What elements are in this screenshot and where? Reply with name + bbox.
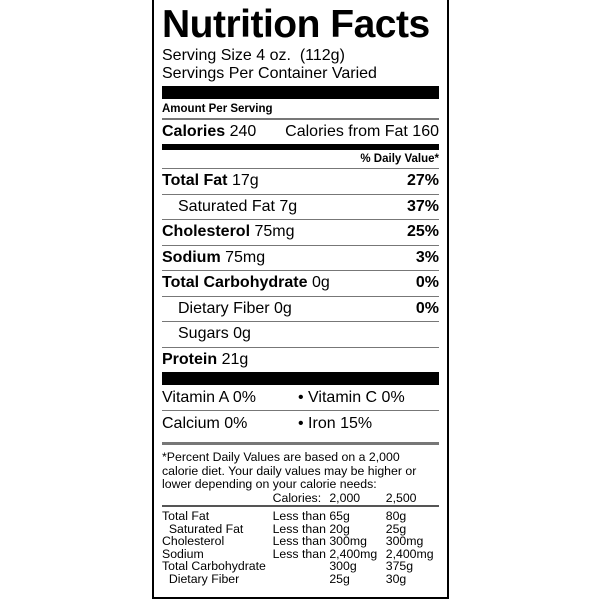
nutrient-row: Dietary Fiber 0g 0%	[162, 297, 439, 322]
thick-divider	[162, 86, 439, 99]
reference-cell: Less than	[272, 509, 326, 523]
reference-cell	[273, 560, 330, 573]
reference-cell: 375g	[385, 559, 414, 573]
nutrient-label: Protein	[162, 351, 218, 369]
nutrient-row: Sugars 0g	[162, 322, 439, 348]
nutrient-amount: 75mg	[254, 223, 295, 241]
vitamin-row: Calcium 0% • Iron 15%	[162, 411, 439, 437]
reference-cell: Less than	[272, 521, 326, 536]
nutrient-label: Sugars	[178, 325, 229, 343]
reference-cell: 80g	[385, 509, 407, 523]
reference-row: Total Carbohydrate 300g 375g	[162, 560, 439, 573]
reference-cell: Less than	[272, 534, 326, 548]
amount-per-serving: Amount Per Serving	[162, 99, 439, 120]
reference-cell	[162, 491, 273, 507]
nutrient-dv: 27%	[406, 172, 439, 190]
vitamin-list: Vitamin A 0% • Vitamin C 0% Calcium 0% • Ir…	[162, 385, 439, 437]
nutrient-label: Saturated Fat	[178, 197, 275, 215]
reference-cell: 2,000	[329, 491, 386, 507]
calories-from-fat: Calories from Fat 160	[285, 123, 439, 140]
nutrient-dv: 0%	[415, 274, 439, 292]
vitamin-item: Vitamin A 0%	[162, 388, 256, 406]
nutrient-dv: 0%	[415, 299, 439, 317]
nutrient-amount: 7g	[279, 197, 298, 215]
servings-per-container: Servings Per Container Varied	[162, 65, 377, 82]
nutrient-row: Saturated Fat 7g 37%	[162, 195, 439, 220]
vitamin-item: Calcium 0%	[162, 415, 248, 432]
reference-row: Cholesterol Less than 300mg 300mg	[162, 535, 439, 548]
thick-divider	[162, 372, 439, 385]
nutrient-label: Total Carbohydrate	[162, 274, 308, 292]
serving-size: Serving Size 4 oz. (112g)	[162, 47, 345, 64]
nutrient-amount: 0g	[274, 299, 292, 317]
vitamin-row: Vitamin A 0% • Vitamin C 0%	[162, 385, 439, 411]
reference-cell: 65g	[329, 509, 350, 523]
nutrient-label: Sodium	[162, 248, 221, 266]
reference-cell	[273, 573, 330, 586]
nutrient-list: Total Fat 17g 27% Saturated Fat 7g 37% Chole…	[162, 169, 439, 373]
nutrient-row: Cholesterol 75mg 25%	[162, 220, 439, 246]
nutrient-amount: 75mg	[225, 248, 266, 266]
medium-divider	[162, 144, 439, 150]
reference-cell: Total Fat	[162, 509, 210, 523]
nutrient-amount: 0g	[311, 274, 330, 292]
reference-cell: Total Carbohydrate	[162, 559, 266, 573]
label-title: Nutrition Facts	[162, 3, 430, 46]
reference-cell: 25g	[329, 571, 350, 586]
reference-cell: 300mg	[385, 534, 424, 548]
reference-cell: 300mg	[329, 534, 367, 548]
nutrient-label: Cholesterol	[162, 223, 251, 241]
nutrient-dv: 37%	[406, 197, 439, 215]
daily-value-header: % Daily Value*	[162, 150, 439, 169]
nutrient-row: Total Carbohydrate 0g 0%	[162, 271, 439, 297]
reference-header: Calories: 2,000 2,500	[162, 491, 439, 507]
reference-row: Saturated Fat Less than 20g 25g	[162, 521, 439, 536]
nutrient-row: Protein 21g	[162, 348, 439, 374]
nutrient-dv: 25%	[406, 223, 439, 241]
reference-cell: Sodium	[162, 546, 204, 561]
nutrient-label: Total Fat	[162, 172, 228, 190]
reference-cell: 30g	[385, 571, 407, 586]
reference-cell: 2,500	[385, 491, 439, 507]
reference-cell: 300g	[329, 559, 357, 573]
nutrition-facts-label: Nutrition Facts Serving Size 4 oz. (112g…	[152, 0, 449, 599]
nutrient-amount: 0g	[233, 325, 251, 343]
reference-row: Total Fat Less than 65g 80g	[162, 506, 439, 523]
nutrient-row: Total Fat 17g 27%	[162, 169, 439, 195]
calories-value: 240	[229, 123, 257, 140]
reference-cell: Saturated Fat	[162, 521, 244, 536]
reference-cell: Less than	[272, 546, 326, 561]
reference-row: Sodium Less than 2,400mg 2,400mg	[162, 546, 439, 561]
reference-cell: Dietary Fiber	[162, 571, 240, 586]
reference-cell: 2,400mg	[329, 546, 378, 561]
reference-cell: 2,400mg	[385, 546, 434, 561]
reference-cell: Calories:	[272, 491, 330, 507]
nutrient-label: Dietary Fiber	[178, 299, 270, 317]
reference-table: Calories: 2,000 2,500 Total Fat Less than 65g…	[162, 491, 439, 586]
footnote-divider	[162, 442, 439, 445]
vitamin-item: • Iron 15%	[298, 415, 373, 432]
nutrient-row: Sodium 75mg 3%	[162, 246, 439, 271]
calories-label: Calories	[162, 123, 226, 140]
reference-cell: 25g	[385, 521, 407, 536]
nutrient-amount: 21g	[221, 351, 249, 369]
nutrient-amount: 17g	[231, 172, 259, 190]
calories-row: Calories 240 Calories from Fat 160	[162, 120, 439, 144]
reference-cell: Cholesterol	[162, 534, 225, 548]
reference-cell: 20g	[329, 521, 350, 536]
footnote: *Percent Daily Values are based on a 2,0…	[162, 450, 417, 491]
vitamin-item: • Vitamin C 0%	[298, 388, 405, 406]
reference-row: Dietary Fiber 25g 30g	[162, 571, 439, 586]
nutrient-dv: 3%	[415, 248, 439, 266]
